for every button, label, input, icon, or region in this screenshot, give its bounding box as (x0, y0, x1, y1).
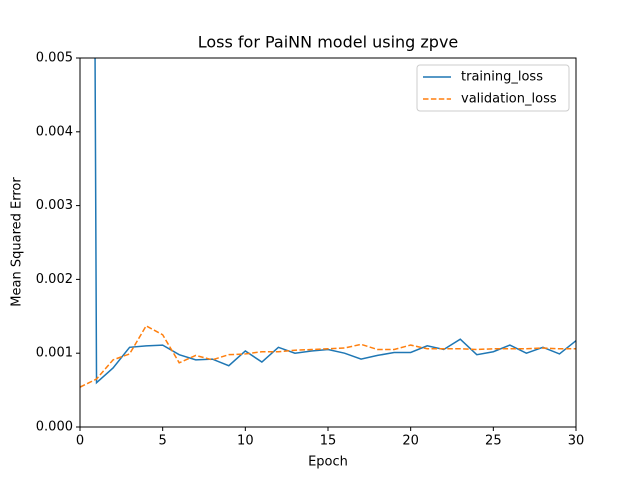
x-tick-label: 10 (237, 434, 254, 449)
x-tick-label: 20 (402, 434, 419, 449)
legend-box (416, 64, 570, 112)
chart-title: Loss for PaiNN model using zpve (198, 33, 459, 52)
x-tick-label: 15 (320, 434, 337, 449)
legend-label: validation_loss (461, 92, 557, 107)
y-tick-label: 0.002 (36, 272, 73, 287)
x-tick-label: 25 (485, 434, 502, 449)
x-tick-label: 5 (159, 434, 167, 449)
series-line (80, 324, 576, 388)
x-axis-label: Epoch (308, 455, 348, 470)
y-axis-label: Mean Squared Error (10, 177, 25, 307)
x-tick-label: 0 (76, 434, 84, 449)
y-tick-label: 0.003 (36, 198, 73, 213)
y-tick-label: 0.000 (36, 420, 73, 435)
x-tick-label: 30 (568, 434, 585, 449)
y-tick-label: 0.001 (36, 346, 73, 361)
y-tick-label: 0.004 (36, 124, 73, 139)
y-tick-label: 0.005 (36, 51, 73, 66)
plot-area (80, 58, 576, 388)
legend-label: training_loss (461, 70, 543, 85)
